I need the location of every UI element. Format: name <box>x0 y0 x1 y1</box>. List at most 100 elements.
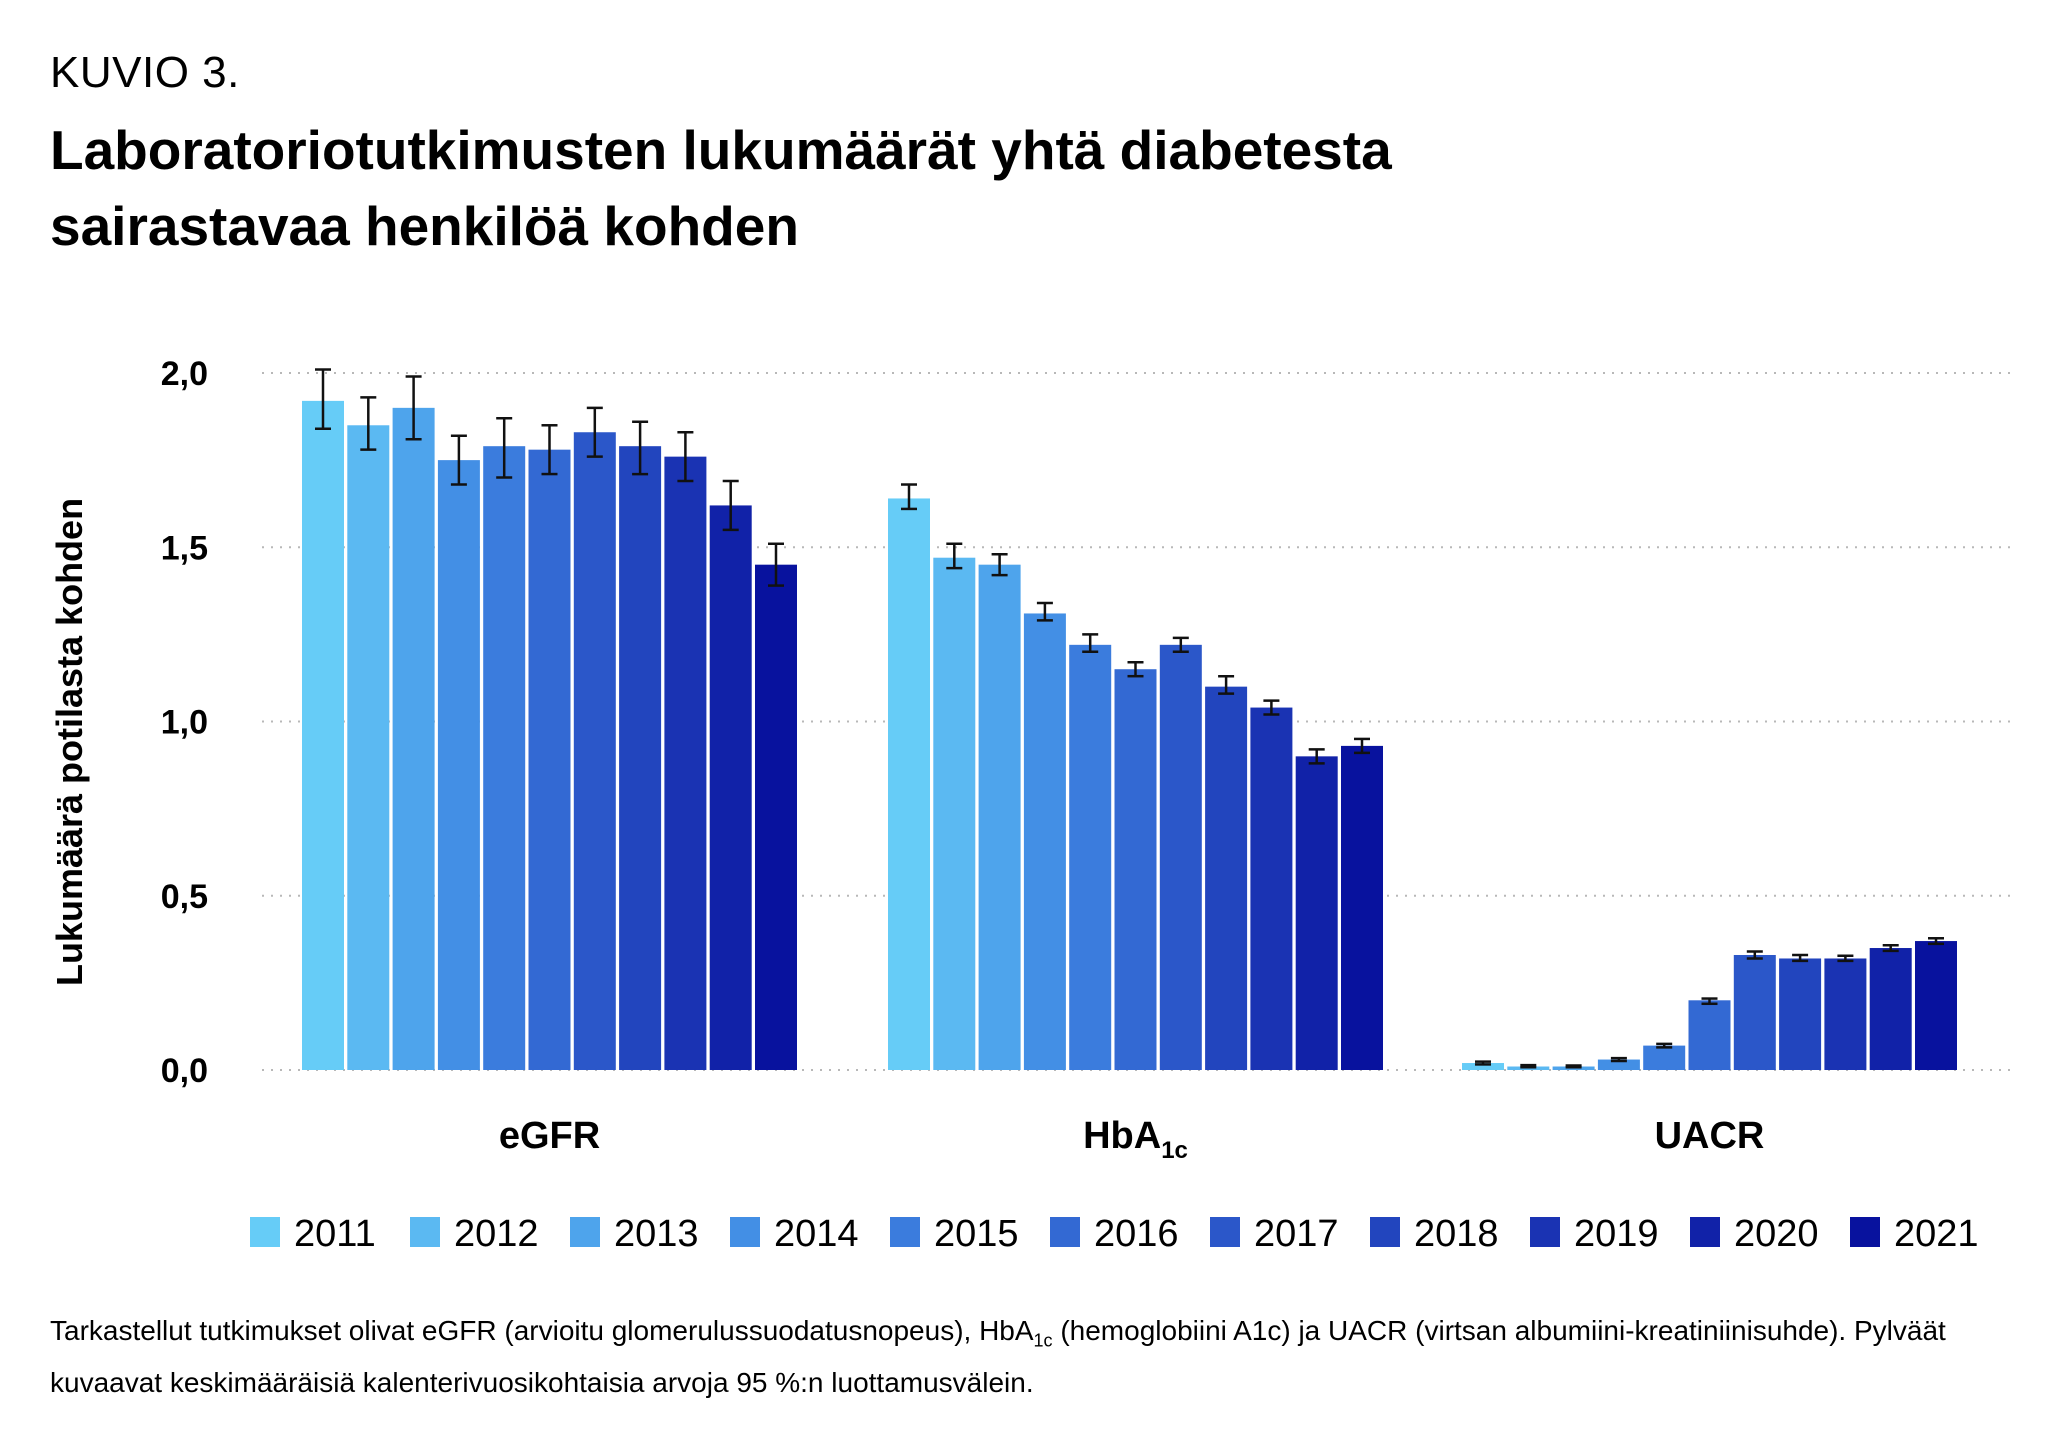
bar-HbA1c-2017 <box>1159 644 1202 1070</box>
legend-label: 2017 <box>1254 1213 1339 1255</box>
legend-item-2021: 2021 <box>1850 1213 1979 1255</box>
category-label: UACR <box>1655 1115 1765 1157</box>
legend-swatch <box>410 1217 440 1247</box>
bar-HbA1c-2021 <box>1341 745 1383 1070</box>
bar-eGFR-2018 <box>619 446 662 1070</box>
legend-label: 2011 <box>294 1213 376 1255</box>
error-bar <box>1792 953 1809 963</box>
bar-eGFR-2015 <box>483 446 526 1070</box>
error-bar <box>1036 601 1053 622</box>
legend-label: 2019 <box>1574 1213 1659 1255</box>
error-bar <box>360 396 377 451</box>
legend-item-2013: 2013 <box>570 1213 699 1255</box>
legend-swatch <box>1530 1217 1560 1247</box>
error-bar <box>405 375 422 441</box>
legend-swatch <box>890 1217 920 1247</box>
y-tick-label: 0,0 <box>161 1052 208 1090</box>
legend-item-2012: 2012 <box>410 1213 539 1255</box>
bar-eGFR-2013 <box>392 407 435 1071</box>
footnote-part-2: (hemoglobiini A1c) ja UACR (virtsan albu… <box>50 1315 1946 1398</box>
error-bar <box>1082 633 1099 654</box>
footnote-part-1: Tarkastellut tutkimukset olivat eGFR (ar… <box>50 1315 1034 1346</box>
bar-HbA1c-2014 <box>1023 613 1066 1070</box>
bar-UACR-2011 <box>1462 1063 1504 1070</box>
error-bar <box>632 420 649 476</box>
error-bar <box>1263 699 1280 716</box>
legend-label: 2018 <box>1414 1213 1499 1255</box>
bar-eGFR-2020 <box>709 505 752 1070</box>
error-bar <box>1610 1056 1627 1063</box>
legend-item-2018: 2018 <box>1370 1213 1499 1255</box>
error-bar <box>1520 1063 1537 1069</box>
category-label: eGFR <box>499 1115 600 1157</box>
y-tick-label: 1,5 <box>161 529 208 567</box>
legend-swatch <box>570 1217 600 1247</box>
y-tick-label: 1,0 <box>161 704 208 742</box>
legend-item-2020: 2020 <box>1690 1213 1819 1255</box>
error-bar <box>1354 737 1370 755</box>
error-bar <box>1172 636 1189 654</box>
error-bar <box>1746 950 1763 960</box>
category-labels: eGFR HbA1c UACR <box>499 1115 1765 1164</box>
legend-label: 2012 <box>454 1213 539 1255</box>
error-bar <box>1701 997 1718 1006</box>
error-bar <box>901 483 917 511</box>
legend-swatch <box>730 1217 760 1247</box>
bar-eGFR-2019 <box>664 456 707 1070</box>
bar-UACR-2015 <box>1643 1045 1686 1070</box>
bar-UACR-2016 <box>1688 1000 1731 1070</box>
bar-HbA1c-2020 <box>1295 756 1338 1070</box>
error-bar <box>496 417 513 479</box>
error-bar <box>1882 943 1899 953</box>
legend-label: 2021 <box>1894 1213 1979 1255</box>
error-bar <box>1656 1042 1673 1049</box>
bar-eGFR-2012 <box>347 425 390 1070</box>
bar-HbA1c-2016 <box>1114 669 1157 1070</box>
bar-UACR-2021 <box>1915 941 1957 1070</box>
bar-HbA1c-2019 <box>1250 707 1293 1070</box>
bar-eGFR-2014 <box>437 460 480 1070</box>
y-axis-ticks: 0,0 0,5 1,0 1,5 2,0 <box>161 355 208 1090</box>
bar-HbA1c-2015 <box>1069 644 1112 1070</box>
legend-label: 2016 <box>1094 1213 1179 1255</box>
error-bar <box>768 542 784 587</box>
bar-UACR-2019 <box>1824 958 1867 1070</box>
bar-HbA1c-2018 <box>1205 686 1248 1070</box>
legend-label: 2013 <box>614 1213 699 1255</box>
legend-label: 2015 <box>934 1213 1019 1255</box>
footnote: Tarkastellut tutkimukset olivat eGFR (ar… <box>50 1310 1950 1404</box>
error-bars <box>315 368 1944 1069</box>
error-bar <box>1565 1064 1582 1069</box>
error-bar <box>1837 954 1854 963</box>
footnote-subscript: 1c <box>1033 1330 1053 1351</box>
bar-eGFR-2021 <box>755 564 797 1070</box>
legend-label: 2020 <box>1734 1213 1819 1255</box>
error-bar <box>946 542 963 570</box>
legend-item-2014: 2014 <box>730 1213 859 1255</box>
figure-number: KUVIO 3. <box>50 48 240 97</box>
bar-eGFR-2011 <box>302 400 344 1070</box>
legend-label: 2014 <box>774 1213 859 1255</box>
error-bar <box>1127 661 1144 678</box>
bar-eGFR-2016 <box>528 449 571 1070</box>
bar-UACR-2014 <box>1597 1059 1640 1070</box>
legend-swatch <box>250 1217 280 1247</box>
legend-swatch <box>1370 1217 1400 1247</box>
category-label: HbA1c <box>1083 1115 1188 1164</box>
error-bar <box>450 434 467 486</box>
bar-UACR-2020 <box>1869 948 1912 1070</box>
bars <box>302 400 1957 1071</box>
error-bar <box>586 406 603 458</box>
bar-HbA1c-2011 <box>888 498 930 1071</box>
error-bar <box>541 424 558 476</box>
y-tick-label: 2,0 <box>161 355 208 393</box>
error-bar <box>1928 937 1944 946</box>
bar-UACR-2017 <box>1733 954 1776 1070</box>
legend: 2011 2012 2013 2014 2015 2016 2017 2018 2019 2020… <box>250 1213 1979 1255</box>
y-tick-label: 0,5 <box>161 878 208 916</box>
error-bar <box>1218 674 1235 695</box>
error-bar <box>722 479 739 532</box>
legend-item-2011: 2011 <box>250 1213 376 1255</box>
bar-eGFR-2017 <box>573 432 616 1070</box>
